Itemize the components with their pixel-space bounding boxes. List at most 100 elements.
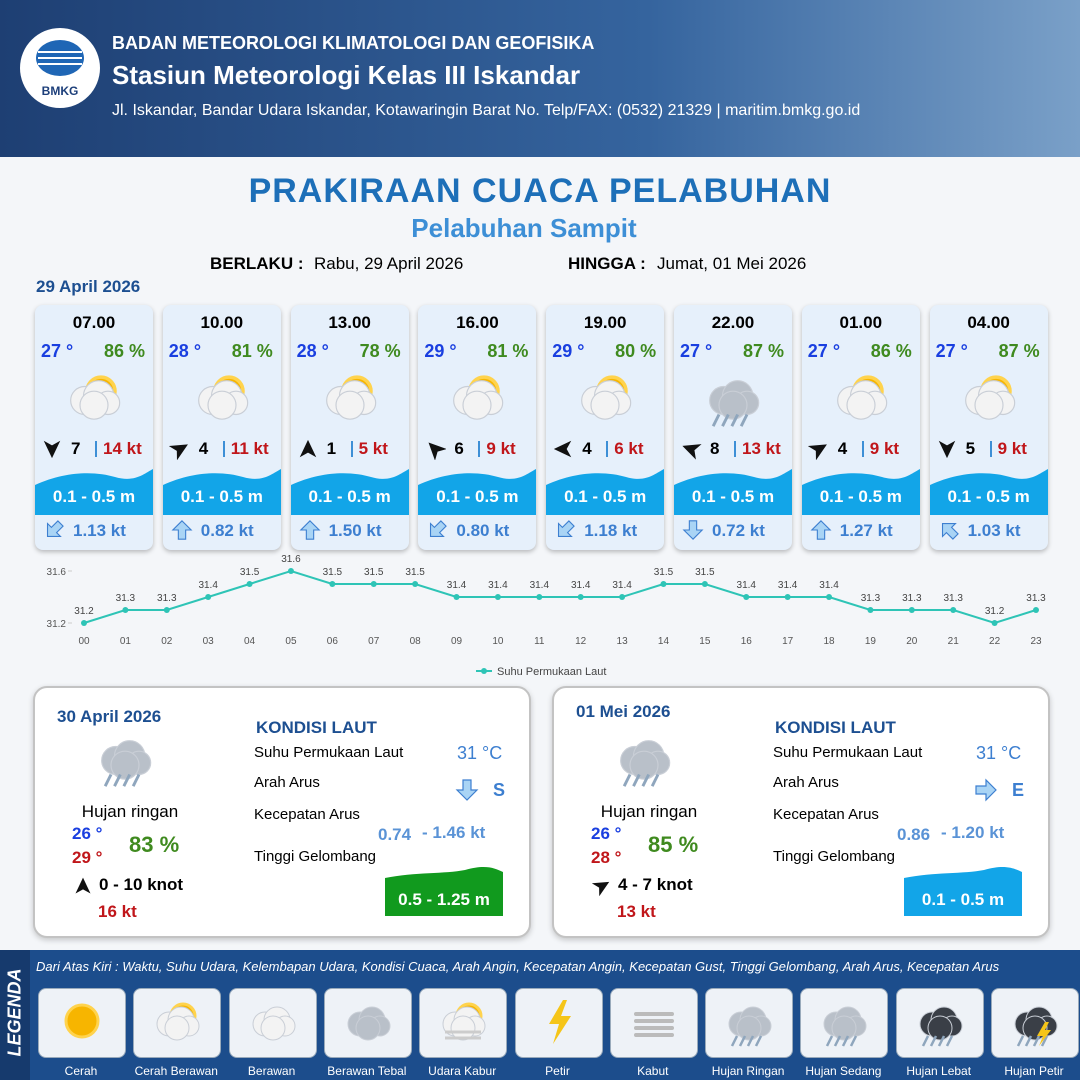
current-arrow bbox=[975, 778, 997, 802]
point bbox=[205, 594, 212, 600]
x-tick-label: 14 bbox=[658, 636, 670, 647]
wave-band bbox=[290, 469, 409, 515]
cloud bbox=[629, 750, 659, 780]
wind-arrow bbox=[75, 877, 91, 894]
data-label: 31.4 bbox=[530, 580, 550, 591]
gust: 9 kt bbox=[486, 439, 516, 458]
wave bbox=[385, 866, 503, 916]
separator bbox=[222, 441, 225, 457]
wave bbox=[162, 469, 281, 515]
rain bbox=[711, 413, 721, 427]
wind-arrow bbox=[554, 440, 572, 458]
separator bbox=[989, 441, 992, 457]
gust: 9 kt bbox=[869, 439, 900, 458]
humidity: 81 % bbox=[231, 341, 273, 361]
wave-height: 0.1 - 0.5 m bbox=[921, 890, 1005, 909]
legend-item: Berawan bbox=[247, 1064, 296, 1078]
humidity: 83 % bbox=[129, 832, 180, 857]
current-arrow bbox=[810, 520, 832, 540]
current-from: 0.74 bbox=[378, 825, 412, 844]
data-label: 31.4 bbox=[198, 580, 218, 591]
current-to: - 1.20 kt bbox=[941, 823, 1005, 842]
legend-item: Cerah bbox=[64, 1064, 98, 1078]
temperature: 29 ° bbox=[552, 341, 585, 361]
x-tick-label: 10 bbox=[492, 636, 504, 647]
current-from: 0.86 bbox=[897, 825, 931, 844]
temp-min: 26 ° bbox=[591, 824, 622, 843]
wave bbox=[904, 866, 1022, 916]
rain bbox=[103, 773, 113, 787]
wind-arrow bbox=[592, 881, 610, 896]
temperature: 29 ° bbox=[424, 341, 457, 361]
rain bbox=[122, 773, 131, 787]
sea-label: Suhu Permukaan Laut bbox=[773, 744, 923, 761]
x-tick-label: 03 bbox=[203, 636, 215, 647]
station: Stasiun Meteorologi Kelas III Iskandar bbox=[112, 60, 581, 90]
current-arrow bbox=[941, 522, 959, 540]
current-dir: S bbox=[493, 780, 506, 800]
wind-arrow bbox=[168, 444, 188, 460]
cloud bbox=[846, 390, 876, 420]
wave-height: 0.1 - 0.5 m bbox=[819, 487, 902, 506]
sea-label: Arah Arus bbox=[773, 774, 839, 791]
rain bbox=[754, 1035, 763, 1047]
cloud bbox=[974, 390, 1004, 420]
weather-icon bbox=[728, 1006, 772, 1047]
legend-item: Petir bbox=[545, 1064, 570, 1078]
arrow-shape bbox=[168, 444, 188, 460]
arrow-shape bbox=[592, 881, 610, 896]
day-date: 01 Mei 2026 bbox=[576, 702, 671, 721]
data-label: 31.4 bbox=[488, 580, 508, 591]
legend-box bbox=[705, 988, 794, 1058]
weather-icon bbox=[70, 375, 121, 420]
current-dir: E bbox=[1012, 780, 1025, 800]
separator bbox=[350, 441, 353, 457]
data-label: 31.3 bbox=[861, 593, 881, 604]
legend-box bbox=[514, 988, 603, 1058]
wind: 4 - 7 knot bbox=[618, 875, 693, 894]
wind-arrow bbox=[43, 440, 61, 459]
x-tick-label: 04 bbox=[244, 636, 256, 647]
point bbox=[412, 581, 419, 587]
weather-icon bbox=[252, 1006, 296, 1041]
forecast-card: 16.00 29 ° 81 % 6 9 kt 0.1 - 0.5 m 0.80 kt bbox=[418, 305, 537, 550]
current-speed: 0.72 kt bbox=[712, 521, 765, 540]
x-tick-label: 16 bbox=[741, 636, 753, 647]
wind-speed: 4 bbox=[582, 439, 592, 458]
current-speed: 1.18 kt bbox=[584, 521, 638, 540]
logo-mark bbox=[36, 40, 84, 76]
point bbox=[660, 581, 667, 587]
data-label: 31.4 bbox=[778, 580, 798, 591]
separator bbox=[734, 441, 736, 457]
legend-dot bbox=[481, 668, 487, 674]
wave-box bbox=[385, 866, 503, 916]
legend-item: Hujan Lebat bbox=[906, 1064, 972, 1078]
rain bbox=[746, 1035, 755, 1047]
wave-band bbox=[162, 469, 281, 515]
cloud bbox=[207, 390, 237, 420]
weather-icon bbox=[709, 380, 760, 427]
rain bbox=[131, 773, 141, 787]
rain bbox=[730, 1035, 739, 1047]
data-label: 31.4 bbox=[571, 580, 591, 591]
bolt bbox=[548, 1000, 571, 1044]
gust: 9 kt bbox=[997, 439, 1027, 458]
agency: BADAN METEOROLOGI KLIMATOLOGI DAN GEOFIS… bbox=[112, 33, 595, 53]
separator bbox=[95, 441, 97, 457]
current-arrow bbox=[430, 520, 448, 538]
point bbox=[81, 620, 87, 626]
weather-icon bbox=[548, 1000, 571, 1044]
wave-height: 0.1 - 0.5 m bbox=[180, 487, 263, 506]
point bbox=[453, 594, 460, 600]
x-tick-label: 21 bbox=[948, 636, 960, 647]
current-arrow bbox=[171, 520, 193, 540]
x-tick-label: 00 bbox=[78, 636, 90, 647]
data-label: 31.4 bbox=[447, 580, 467, 591]
gust: 13 kt bbox=[742, 439, 781, 458]
x-tick-label: 23 bbox=[1030, 636, 1042, 647]
data-label: 31.4 bbox=[612, 580, 632, 591]
humidity: 81 % bbox=[487, 341, 529, 361]
rain bbox=[921, 1035, 929, 1047]
legend-bar: LEGENDA Dari Atas Kiri : Waktu, Suhu Udar… bbox=[0, 950, 1080, 1080]
gust: 13 kt bbox=[617, 902, 656, 921]
